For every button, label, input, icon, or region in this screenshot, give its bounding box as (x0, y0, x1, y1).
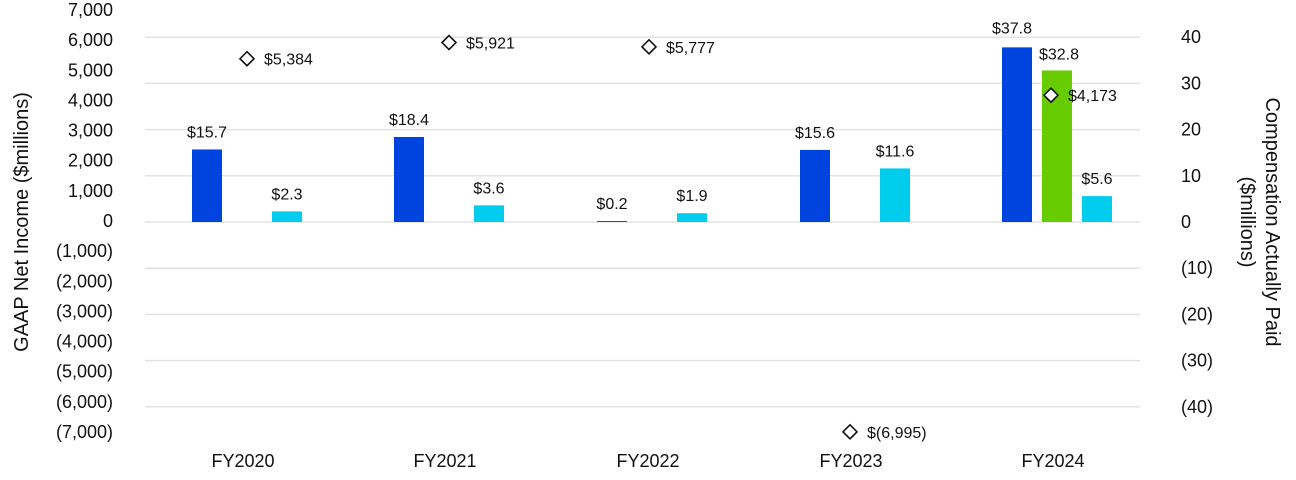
left-tick-label: (5,000) (56, 362, 113, 382)
net-income-markers (238, 34, 1060, 440)
bar (597, 221, 627, 222)
right-tick-label: (30) (1181, 351, 1213, 371)
net-income-diamond (640, 38, 658, 55)
left-tick-label: 3,000 (68, 121, 113, 141)
bar-value-label: $18.4 (389, 112, 429, 129)
bar (880, 168, 910, 222)
category-label: FY2020 (211, 451, 274, 471)
right-axis-title: Compensation Actually Paid ($millions) (1236, 97, 1283, 346)
net-income-diamond (1042, 87, 1060, 104)
net-income-diamond (238, 50, 256, 67)
bar-value-label: $32.8 (1039, 46, 1079, 63)
bar (1082, 196, 1112, 222)
bar (677, 213, 707, 222)
net-income-label: $5,384 (264, 52, 313, 69)
left-tick-label: (6,000) (56, 392, 113, 412)
data-labels: $15.7 $18.4 $0.2 $15.6 $37.8 $32.8 $2.3 $3.6 $1.… (187, 20, 1117, 441)
bar (1002, 47, 1032, 222)
bar (800, 149, 830, 222)
bar (272, 211, 302, 222)
bar-value-label: $11.6 (876, 143, 915, 160)
right-tick-label: 10 (1181, 166, 1201, 186)
right-tick-label: 0 (1181, 212, 1191, 232)
bar (394, 136, 424, 222)
left-tick-label: 6,000 (68, 30, 113, 50)
left-tick-label: 2,000 (68, 151, 113, 171)
net-income-label: $4,173 (1068, 88, 1117, 105)
right-tick-label: (10) (1181, 258, 1213, 278)
left-tick-label: (2,000) (56, 271, 113, 291)
right-tick-label: 40 (1181, 27, 1201, 47)
right-tick-label: (20) (1181, 304, 1213, 324)
left-tick-label: 7,000 (68, 0, 113, 20)
left-tick-label: 5,000 (68, 60, 113, 80)
net-income-diamond (841, 423, 859, 440)
gridlines (145, 36, 1140, 408)
net-income-label: $(6,995) (867, 425, 927, 442)
category-labels: FY2020 FY2021 FY2022 FY2023 FY2024 (211, 451, 1084, 471)
left-axis-title: GAAP Net Income ($millions) (11, 92, 33, 352)
bar-value-label: $0.2 (596, 196, 627, 213)
category-label: FY2024 (1021, 451, 1084, 471)
bar-value-label: $15.7 (187, 124, 227, 141)
right-axis-title-line-1: Compensation Actually Paid (1261, 97, 1283, 346)
left-tick-label: 4,000 (68, 90, 113, 110)
net-income-label: $5,921 (466, 36, 515, 53)
bar-value-label: $15.6 (795, 125, 835, 142)
category-label: FY2023 (819, 451, 882, 471)
net-income-diamond (440, 34, 458, 51)
left-tick-label: 0 (103, 211, 113, 231)
bar (474, 205, 504, 222)
right-axis-title-line-2: ($millions) (1236, 176, 1258, 267)
bar-value-label: $3.6 (473, 180, 504, 197)
category-label: FY2021 (413, 451, 476, 471)
left-tick-label: (7,000) (56, 422, 113, 442)
left-axis-ticks: 7,000 6,000 5,000 4,000 3,000 2,000 1,000 0 (1,0… (56, 0, 113, 442)
left-tick-label: (4,000) (56, 332, 113, 352)
bar (192, 149, 222, 222)
right-axis-ticks: 40 30 20 10 0 (10) (20) (30) (40) (1181, 27, 1213, 417)
right-tick-label: 30 (1181, 73, 1201, 93)
right-tick-label: 20 (1181, 120, 1201, 140)
bar-value-label: $37.8 (992, 20, 1032, 37)
net-income-label: $5,777 (666, 40, 715, 57)
bars (192, 47, 1112, 223)
bar-value-label: $1.9 (676, 188, 707, 205)
right-tick-label: (40) (1181, 397, 1213, 417)
category-label: FY2022 (616, 451, 679, 471)
bar-value-label: $5.6 (1081, 171, 1112, 188)
left-tick-label: 1,000 (68, 181, 113, 201)
left-tick-label: (1,000) (56, 241, 113, 261)
bar-value-label: $2.3 (271, 186, 302, 203)
left-tick-label: (3,000) (56, 301, 113, 321)
